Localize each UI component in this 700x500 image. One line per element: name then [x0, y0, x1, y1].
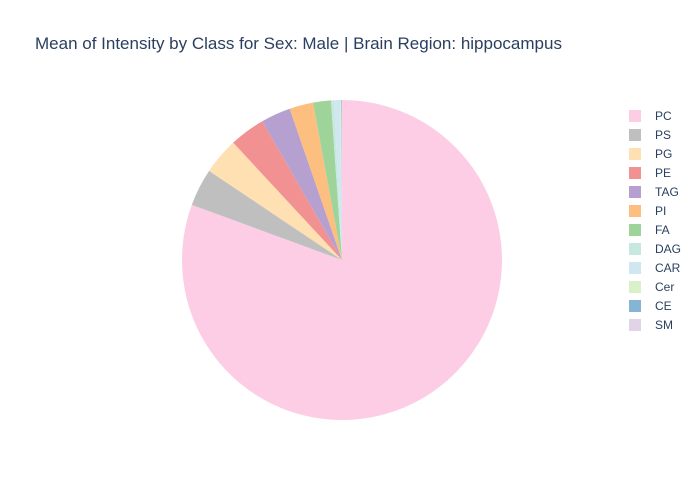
pie-slice-pe[interactable]: [233, 121, 342, 261]
legend-swatch: [629, 128, 641, 141]
legend-item-sm[interactable]: SM: [629, 315, 681, 334]
legend-label: Cer: [655, 279, 675, 294]
legend-item-cer[interactable]: Cer: [629, 277, 681, 296]
legend-label: PI: [655, 203, 667, 218]
legend-swatch: [629, 242, 641, 255]
legend-label: PG: [655, 146, 673, 161]
legend-swatch: [629, 223, 641, 236]
legend-label: PC: [655, 108, 672, 123]
legend-label: PS: [655, 127, 672, 142]
legend-label: CE: [655, 298, 672, 313]
legend-swatch: [629, 318, 641, 331]
legend-label: PE: [655, 165, 672, 180]
legend: PC PS PG PE TAG PI FA DAG CAR Cer CE SM: [629, 106, 681, 334]
legend-swatch: [629, 185, 641, 198]
legend-item-pi[interactable]: PI: [629, 201, 681, 220]
pie-slice-sm[interactable]: [341, 99, 343, 260]
pie-slices: [181, 99, 502, 420]
pie-slice-fa[interactable]: [313, 100, 342, 260]
legend-item-pc[interactable]: PC: [629, 106, 681, 125]
legend-item-ps[interactable]: PS: [629, 125, 681, 144]
legend-item-dag[interactable]: DAG: [629, 239, 681, 258]
legend-item-pg[interactable]: PG: [629, 144, 681, 163]
legend-swatch: [629, 280, 641, 293]
legend-label: FA: [655, 222, 670, 237]
pie-slice-ps[interactable]: [191, 170, 342, 260]
legend-item-tag[interactable]: TAG: [629, 182, 681, 201]
pie-slice-pc[interactable]: [181, 100, 502, 420]
legend-swatch: [629, 261, 641, 274]
pie-slice-tag[interactable]: [262, 108, 342, 260]
pie-slice-cer[interactable]: [339, 100, 342, 260]
pie-slice-ce[interactable]: [340, 99, 342, 260]
pie-slice-car[interactable]: [333, 100, 342, 260]
chart-title: Mean of Intensity by Class for Sex: Male…: [35, 34, 562, 53]
legend-label: SM: [655, 317, 673, 332]
legend-swatch: [629, 109, 641, 122]
pie-slice-pg[interactable]: [209, 142, 342, 260]
legend-item-pe[interactable]: PE: [629, 163, 681, 182]
legend-item-car[interactable]: CAR: [629, 258, 681, 277]
legend-item-ce[interactable]: CE: [629, 296, 681, 315]
legend-label: DAG: [655, 241, 682, 256]
legend-swatch: [629, 204, 641, 217]
legend-swatch: [629, 147, 641, 160]
legend-label: TAG: [655, 184, 679, 199]
pie-slice-pi[interactable]: [289, 102, 342, 261]
legend-label: CAR: [655, 260, 681, 275]
legend-item-fa[interactable]: FA: [629, 220, 681, 239]
legend-swatch: [629, 299, 641, 312]
legend-swatch: [629, 166, 641, 179]
pie-slice-dag[interactable]: [330, 100, 342, 260]
